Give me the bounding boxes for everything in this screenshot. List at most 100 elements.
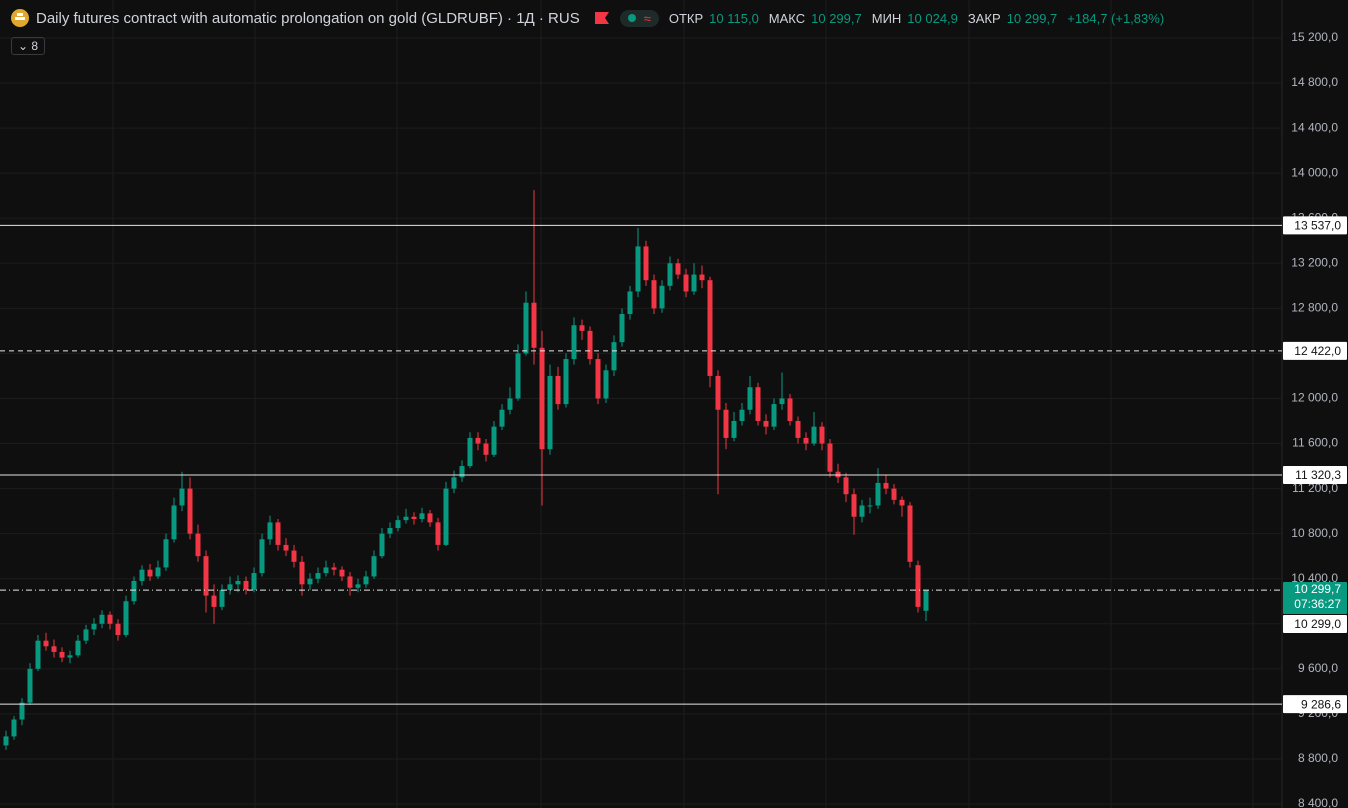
candle-body <box>923 590 929 611</box>
candle-body <box>755 387 761 421</box>
candle-body <box>731 421 737 438</box>
vertical-grid <box>112 0 1254 808</box>
level-label: 13 537,0 <box>1294 219 1341 233</box>
candle-body <box>315 573 321 579</box>
candle-body <box>91 623 97 630</box>
candle-body <box>3 736 9 746</box>
candle-body <box>507 398 513 410</box>
high-label: МАКС <box>768 10 806 26</box>
candle-body <box>747 387 753 410</box>
candle-body <box>75 640 81 656</box>
flag-icon[interactable] <box>594 11 610 25</box>
candle-body <box>83 629 89 641</box>
candle-body <box>723 409 729 438</box>
y-tick-label: 13 200,0 <box>1291 255 1338 269</box>
candle-body <box>331 567 337 570</box>
candle-body <box>419 513 425 520</box>
candle-body <box>707 280 713 376</box>
candle-body <box>883 482 889 489</box>
candle-body <box>587 330 593 360</box>
candle-body <box>411 516 417 520</box>
status-pill[interactable]: ≈ <box>619 9 659 27</box>
candle-body <box>563 359 569 405</box>
candle-body <box>779 398 785 405</box>
candle-body <box>307 578 313 585</box>
candle-body <box>267 522 273 540</box>
last-price-label: 10 299,7 <box>1294 582 1341 596</box>
y-tick-label: 11 600,0 <box>1292 436 1338 450</box>
candle-body <box>115 623 121 636</box>
candle-body <box>907 505 913 562</box>
level-label: 9 286,6 <box>1301 697 1341 711</box>
candle-body <box>283 544 289 551</box>
candle-body <box>667 263 673 286</box>
candle-body <box>875 482 881 506</box>
candle-body <box>555 375 561 405</box>
y-tick-label: 8 800,0 <box>1298 751 1338 765</box>
candle-body <box>299 561 305 585</box>
candle-body <box>163 539 169 568</box>
candle-body <box>531 302 537 348</box>
candle-body <box>395 520 401 529</box>
candle-body <box>739 409 745 421</box>
candle-body <box>443 488 449 545</box>
candle-body <box>179 488 185 506</box>
candle-body <box>459 466 465 478</box>
y-tick-label: 8 400,0 <box>1298 796 1338 808</box>
candle-body <box>611 342 617 371</box>
candle-body <box>371 556 377 577</box>
candle-body <box>187 488 193 534</box>
candle-body <box>867 505 873 507</box>
candle-body <box>835 471 841 478</box>
candle-body <box>123 601 129 636</box>
candle-body <box>547 375 553 450</box>
candle-body <box>891 488 897 500</box>
last-price-box <box>1283 582 1347 615</box>
candle-body <box>579 325 585 331</box>
candle-body <box>819 426 825 444</box>
change-value: +184,7 (+1,83%) <box>1067 10 1165 26</box>
candle-body <box>147 569 153 577</box>
candle-body <box>347 576 353 588</box>
low-value: 10 024,9 <box>907 10 958 26</box>
level-label-box <box>1283 695 1347 714</box>
candle-body <box>827 443 833 472</box>
candle-body <box>107 614 113 624</box>
candle-body <box>899 499 905 506</box>
candle-body <box>763 421 769 427</box>
candle-body <box>43 640 49 647</box>
candle-body <box>795 421 801 438</box>
level-label-box <box>1283 466 1347 485</box>
candle-body <box>603 370 609 399</box>
candle-body <box>59 651 65 658</box>
candle-body <box>627 291 633 314</box>
candle-body <box>475 437 481 444</box>
candle-body <box>35 640 41 669</box>
candle-body <box>131 580 137 602</box>
candle-body <box>859 505 865 517</box>
header: Daily futures contract with automatic pr… <box>10 8 1168 28</box>
candle-body <box>675 263 681 275</box>
candle-body <box>251 573 257 590</box>
candle-body <box>211 595 217 607</box>
candle-body <box>635 246 641 292</box>
candle-body <box>523 302 529 354</box>
candle-body <box>427 513 433 523</box>
indicators-toggle[interactable]: ⌄ 8 <box>11 37 46 55</box>
title[interactable]: Daily futures contract with automatic pr… <box>36 9 580 27</box>
candle-body <box>683 274 689 292</box>
candle-body <box>467 437 473 467</box>
candle-body <box>699 274 705 281</box>
y-tick-label: 11 200,0 <box>1292 481 1338 495</box>
candle-body <box>851 494 857 517</box>
level-label: 10 299,0 <box>1294 617 1341 631</box>
candle-body <box>11 719 17 737</box>
candle-body <box>51 646 57 652</box>
candle-body <box>403 516 409 521</box>
low-label: МИН <box>871 10 902 26</box>
indicator-count: 8 <box>31 39 39 53</box>
candle-body <box>515 353 521 399</box>
level-label-box <box>1283 615 1347 634</box>
